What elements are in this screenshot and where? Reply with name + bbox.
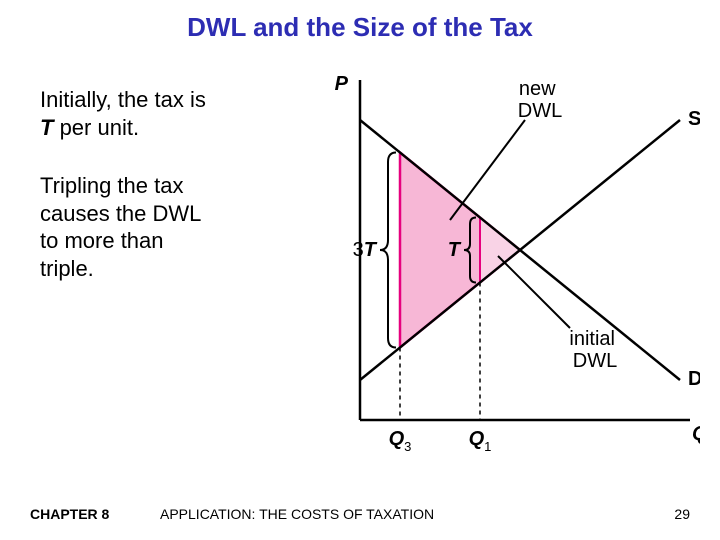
- new-dwl-pointer: [450, 120, 525, 220]
- q3-label: Q3: [389, 428, 412, 454]
- initial-dwl-pointer: [498, 256, 570, 328]
- p2-l3: to more than: [40, 227, 201, 255]
- bracket-3t: [380, 153, 396, 348]
- s-label: S: [688, 108, 700, 130]
- footer-application: APPLICATION: THE COSTS OF TAXATION: [160, 506, 434, 522]
- slide-title: DWL and the Size of the Tax: [0, 12, 720, 43]
- page-number: 29: [674, 506, 690, 522]
- p1-l2-T: T: [40, 115, 53, 140]
- p2-l2: causes the DWL: [40, 200, 201, 228]
- d-label: D: [688, 368, 700, 390]
- label-3t: 3T: [353, 239, 378, 261]
- label-t: T: [448, 239, 462, 261]
- p-axis-label: P: [335, 73, 349, 95]
- paragraph-2: Tripling the tax causes the DWL to more …: [40, 172, 201, 282]
- q-axis-label: Q: [692, 423, 700, 445]
- new-dwl-label: new DWL: [518, 78, 562, 122]
- p2-l4: triple.: [40, 255, 201, 283]
- initial-dwl-label: initial DWL: [569, 328, 620, 372]
- paragraph-1: Initially, the tax is T per unit.: [40, 86, 206, 141]
- footer-chapter: CHAPTER 8: [30, 506, 109, 522]
- q1-label: Q1: [469, 428, 492, 454]
- p1-l1: Initially, the tax is: [40, 87, 206, 112]
- p1-l2-rest: per unit.: [53, 115, 139, 140]
- dwl-chart: 3T T P Q S D new DWL initial DWL Q3 Q1: [310, 70, 700, 470]
- p2-l1: Tripling the tax: [40, 172, 201, 200]
